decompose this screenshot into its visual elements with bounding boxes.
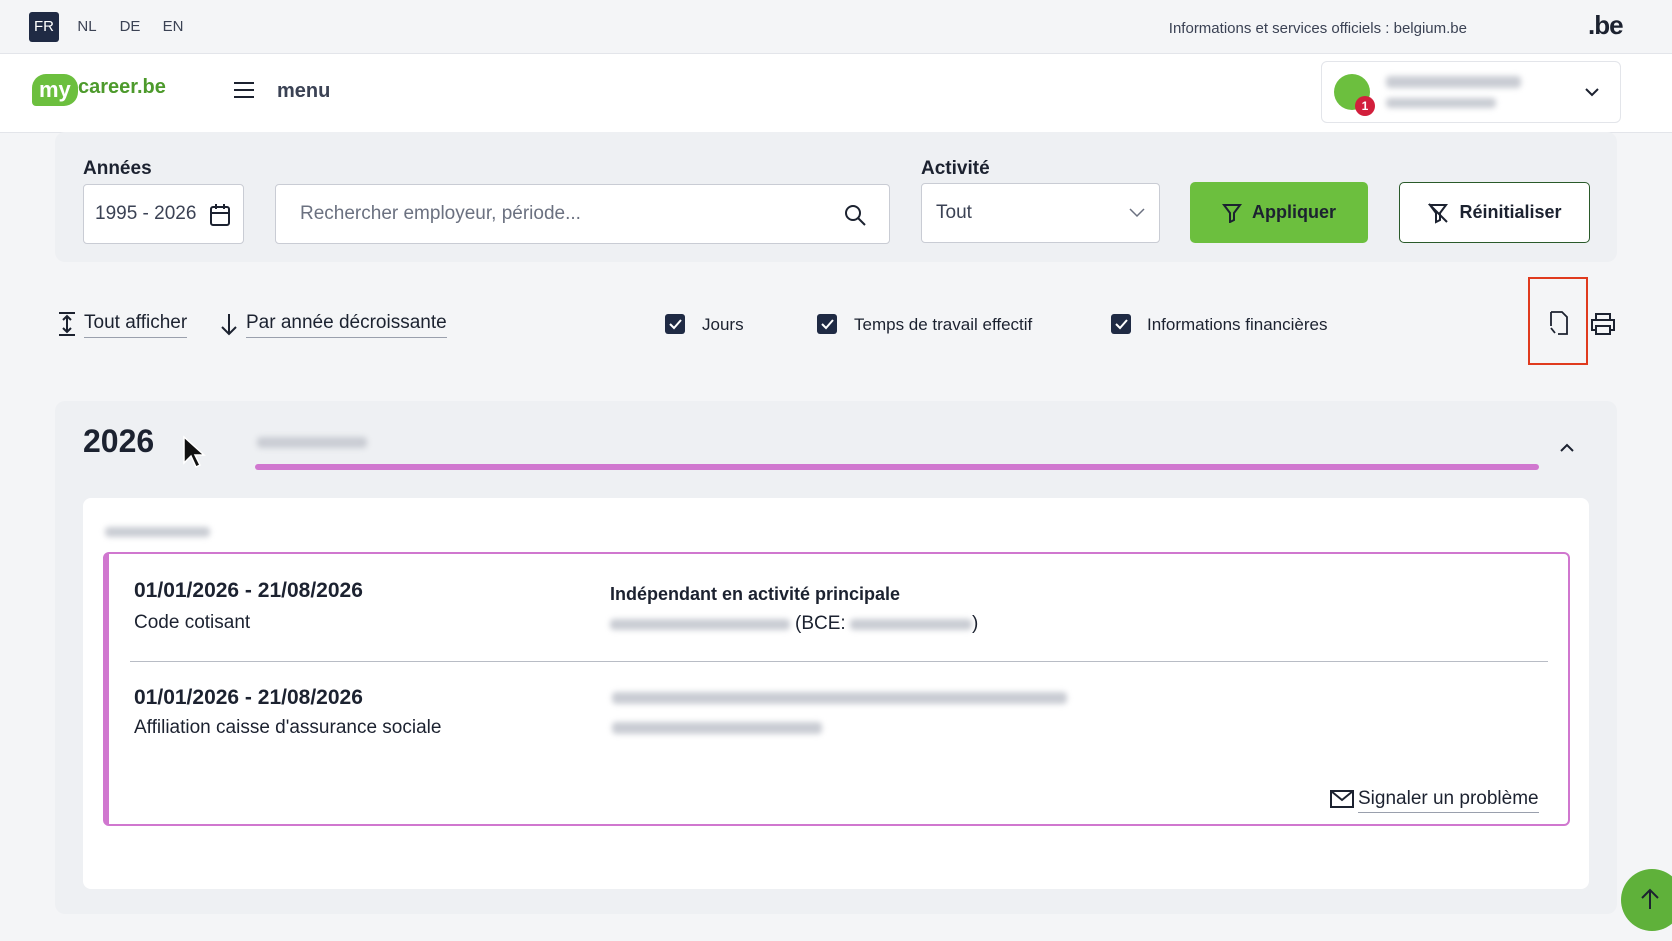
blurred-subtitle xyxy=(105,527,210,537)
sort-icon xyxy=(221,314,237,336)
years-value: 1995 - 2026 xyxy=(95,203,197,224)
entry-card xyxy=(103,552,1570,826)
year-title[interactable]: 2026 xyxy=(83,423,155,459)
checkbox-financial[interactable] xyxy=(1111,314,1131,334)
apply-label: Appliquer xyxy=(1252,202,1336,222)
notification-badge: 1 xyxy=(1355,96,1375,116)
entry-detail-end: ) xyxy=(972,613,979,634)
cursor xyxy=(183,435,206,469)
calendar-icon xyxy=(210,204,230,226)
be-logo[interactable]: .be xyxy=(1588,10,1624,40)
checkbox-label: Temps de travail effectif xyxy=(854,315,1033,334)
search-icon xyxy=(845,205,866,226)
filter-icon xyxy=(1222,203,1242,223)
lang-en[interactable]: EN xyxy=(162,18,184,35)
menu-icon[interactable] xyxy=(232,80,256,100)
collapse-chevron[interactable] xyxy=(1559,442,1575,454)
entry-label: Code cotisant xyxy=(134,612,251,633)
entry-title: Indépendant en activité principale xyxy=(610,584,901,604)
entry-dates: 01/01/2026 - 21/08/2026 xyxy=(134,686,363,709)
period-bar xyxy=(255,464,1539,470)
blurred-fund xyxy=(612,722,822,734)
reset-label: Réinitialiser xyxy=(1459,202,1562,222)
divider xyxy=(130,661,1548,662)
activity-label: Activité xyxy=(921,158,990,179)
lang-nl[interactable]: NL xyxy=(77,18,97,35)
logo-my[interactable]: my xyxy=(32,74,78,106)
blurred-type xyxy=(257,437,367,448)
scroll-top[interactable] xyxy=(1621,869,1672,931)
lang-fr[interactable]: FR xyxy=(29,12,59,42)
mail-icon xyxy=(1330,790,1354,808)
search-placeholder: Rechercher employeur, période... xyxy=(300,203,581,224)
select-chevron xyxy=(1129,208,1145,218)
reset-button[interactable]: Réinitialiser xyxy=(1399,182,1590,243)
sort-toggle[interactable]: Par année décroissante xyxy=(246,312,447,338)
show-all[interactable]: Tout afficher xyxy=(84,312,188,338)
activity-value: Tout xyxy=(936,202,972,223)
top-bar: FR NL DE EN Informations et services off… xyxy=(0,0,1672,54)
checkbox-label: Jours xyxy=(702,315,744,334)
export-pdf-icon[interactable] xyxy=(1548,310,1570,336)
blurred-name xyxy=(1386,76,1521,88)
blurred-id xyxy=(1386,98,1496,108)
years-label: Années xyxy=(83,158,152,179)
blurred-fund xyxy=(612,692,1067,704)
apply-button[interactable]: Appliquer xyxy=(1190,182,1368,243)
show-all-icon xyxy=(59,312,75,336)
entry-dates: 01/01/2026 - 21/08/2026 xyxy=(134,579,363,602)
entry-label: Affiliation caisse d'assurance sociale xyxy=(134,717,442,738)
menu-label[interactable]: menu xyxy=(277,80,331,102)
checkbox-worktime[interactable] xyxy=(817,314,837,334)
blurred-bce xyxy=(850,619,972,630)
checkbox-days[interactable] xyxy=(665,314,685,334)
checkbox-label: Informations financières xyxy=(1147,315,1328,334)
report-link[interactable]: Signaler un problème xyxy=(1358,788,1539,813)
official-link[interactable]: Informations et services officiels : bel… xyxy=(1168,20,1467,37)
blurred-company xyxy=(610,619,790,630)
header: my career.be menu 1 xyxy=(0,54,1672,133)
lang-de[interactable]: DE xyxy=(119,18,141,35)
user-chevron xyxy=(1585,88,1599,97)
highlight-box xyxy=(1528,277,1588,365)
user-box[interactable]: 1 xyxy=(1321,61,1621,123)
years-input[interactable]: 1995 - 2026 xyxy=(83,184,244,244)
search-input[interactable]: Rechercher employeur, période... xyxy=(275,184,890,244)
logo-site[interactable]: career.be xyxy=(78,76,166,98)
entry-detail: (BCE: xyxy=(795,613,846,634)
activity-select[interactable]: Tout xyxy=(921,183,1160,243)
print-icon[interactable] xyxy=(1590,312,1616,336)
reset-filter-icon xyxy=(1428,202,1449,224)
